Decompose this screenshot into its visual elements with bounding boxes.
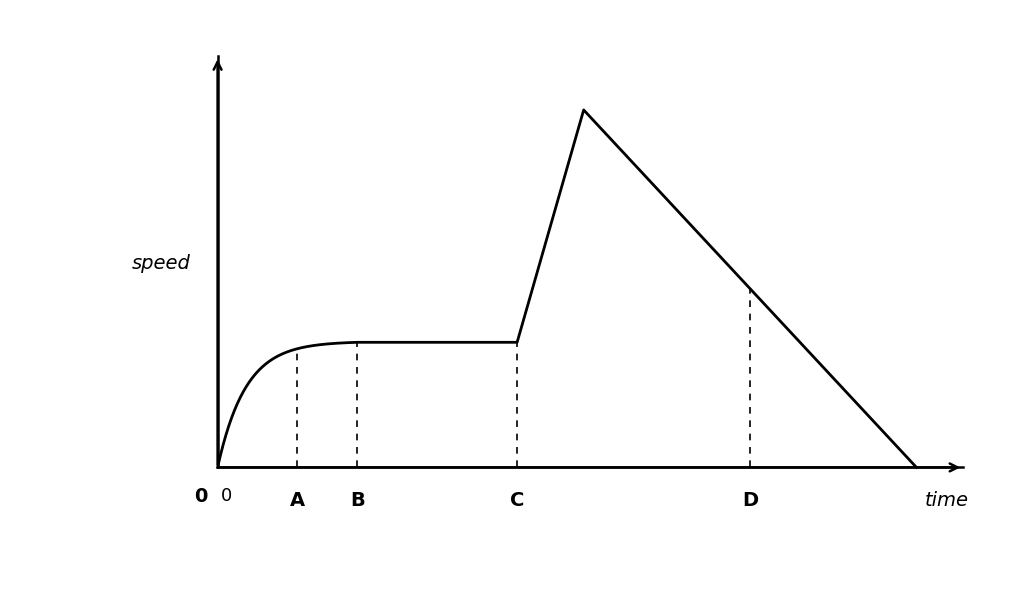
Text: time: time [925, 492, 969, 511]
Text: D: D [742, 492, 758, 511]
Text: B: B [350, 492, 365, 511]
Text: 0: 0 [221, 487, 232, 506]
Text: A: A [290, 492, 305, 511]
Text: C: C [510, 492, 524, 511]
Text: 0: 0 [195, 487, 208, 506]
Text: speed: speed [132, 254, 190, 273]
